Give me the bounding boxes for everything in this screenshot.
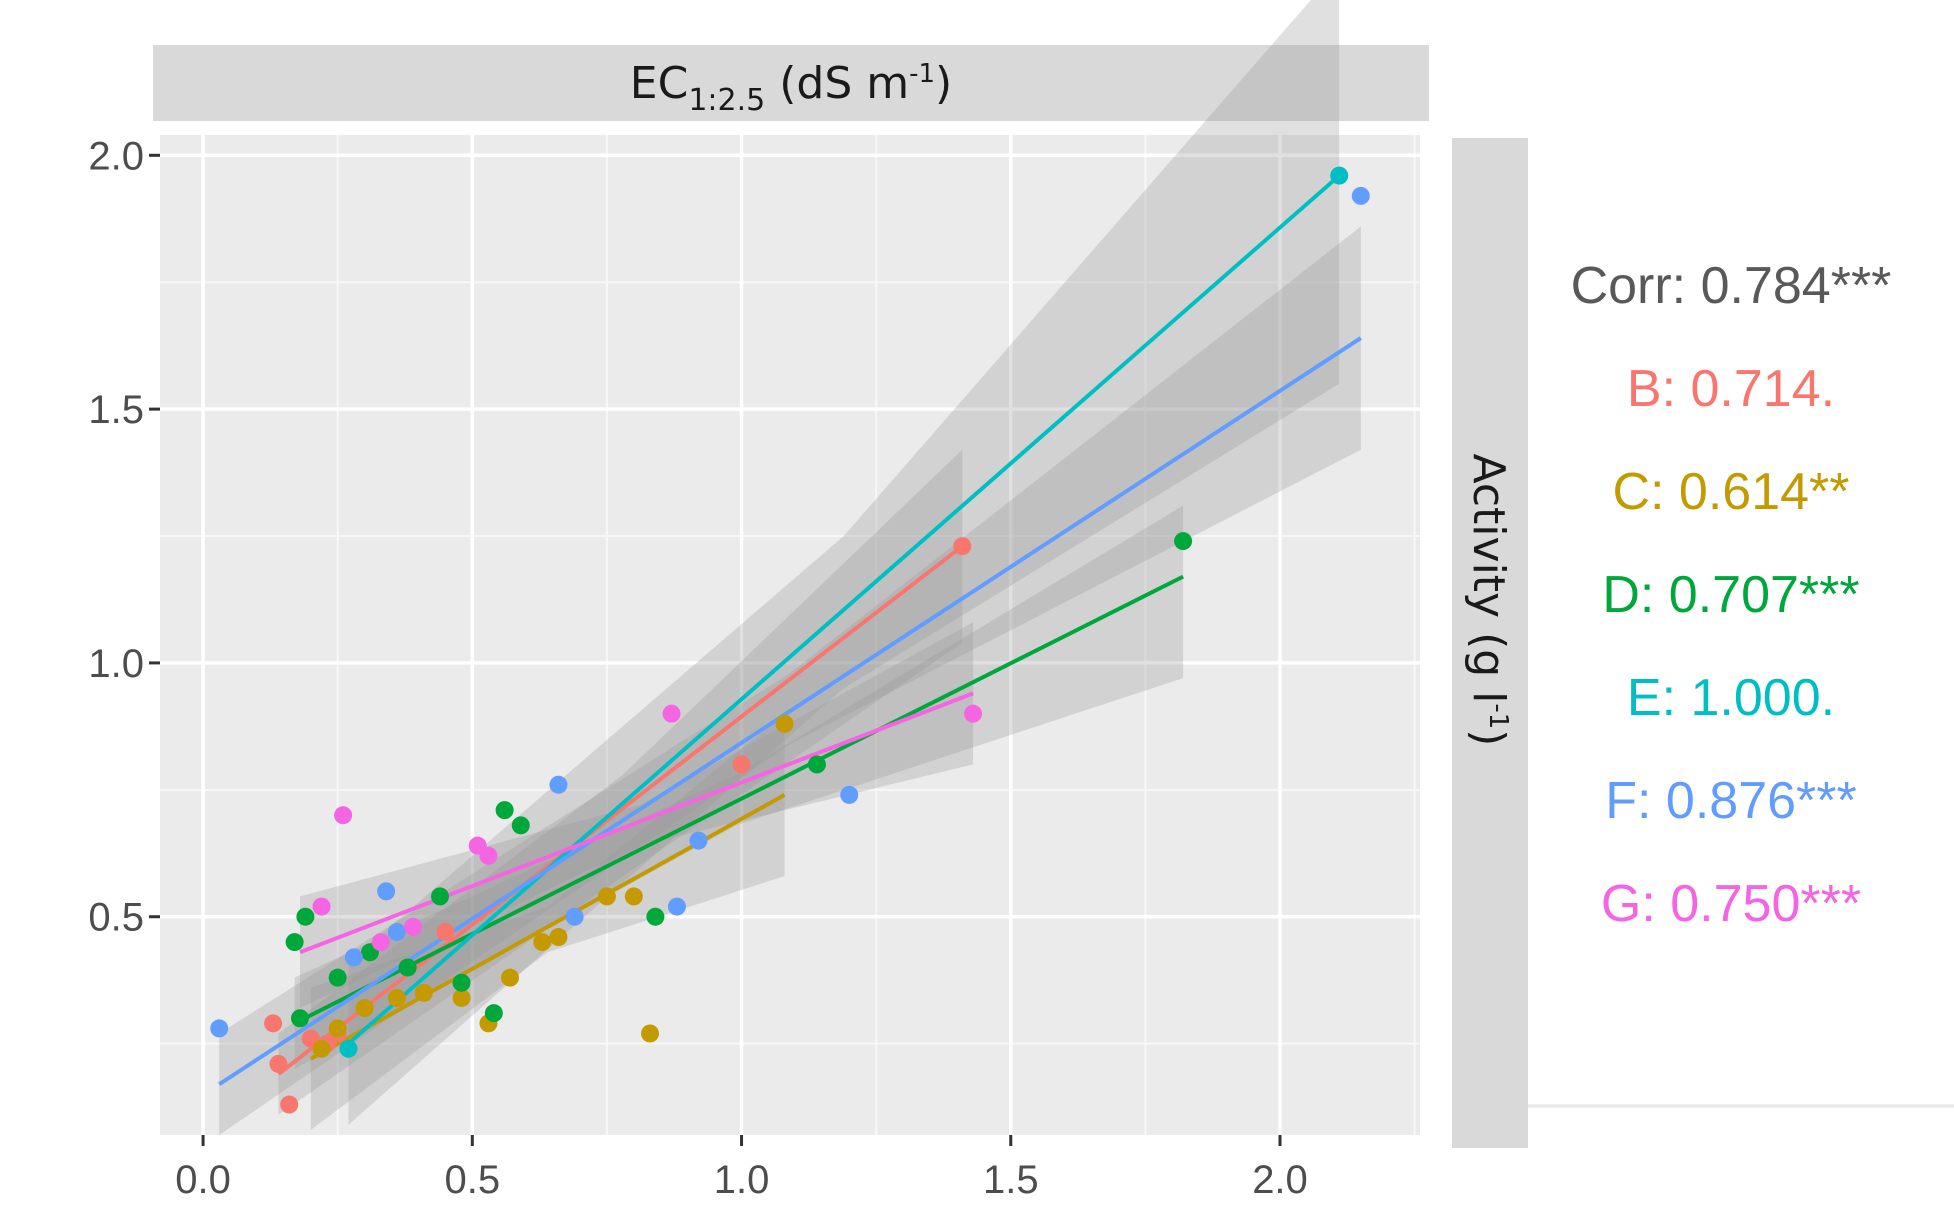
corr-group-C: C: 0.614** <box>1612 463 1849 521</box>
y-tick-label: 1.5 <box>88 388 144 432</box>
point-C <box>501 968 519 987</box>
fit-line-B <box>277 544 964 1076</box>
point-G <box>312 897 331 916</box>
point-G <box>371 933 390 952</box>
point-B <box>264 1014 283 1033</box>
x-tick-label: 0.0 <box>175 1158 231 1202</box>
right-strip-label: Activity (g l-1) <box>1463 454 1514 747</box>
point-F <box>377 882 396 901</box>
corr-group-labels: B: 0.714. C: 0.614** D: 0.707*** E: 1.000. F… <box>1601 360 1861 933</box>
point-C <box>355 999 374 1018</box>
point-F <box>344 948 363 967</box>
point-F <box>840 785 859 804</box>
point-E <box>339 1039 358 1058</box>
x-tick-label: 0.5 <box>445 1158 501 1202</box>
point-F <box>667 897 686 916</box>
point-C <box>328 1019 347 1038</box>
corr-group-F: F: 0.876*** <box>1605 772 1857 830</box>
y-tick-label: 0.5 <box>88 896 144 940</box>
point-D <box>328 968 347 987</box>
point-C <box>452 988 471 1007</box>
point-C <box>597 887 616 906</box>
plot-panel <box>160 135 1420 1135</box>
point-C <box>533 933 552 952</box>
point-C <box>624 887 643 906</box>
point-B <box>280 1095 299 1114</box>
point-B <box>269 1054 288 1073</box>
point-C <box>312 1039 331 1058</box>
corr-group-D: D: 0.707*** <box>1602 566 1859 624</box>
y-tick-label: 1.0 <box>88 642 144 686</box>
fit-line-E <box>347 174 1341 1046</box>
point-C <box>549 928 568 947</box>
fit-line-G <box>299 691 974 955</box>
point-C <box>641 1024 659 1043</box>
point-G <box>404 917 423 936</box>
point-G <box>964 704 983 723</box>
point-D <box>291 1009 309 1028</box>
point-F <box>210 1019 229 1038</box>
corr-group-G: G: 0.750*** <box>1601 875 1861 933</box>
point-D <box>398 958 417 977</box>
confidence-band-D <box>294 505 1184 1070</box>
top-strip-label: EC1:2.5 (dS m-1) <box>630 58 952 118</box>
point-D <box>431 887 449 906</box>
x-tick-label: 1.0 <box>714 1158 770 1202</box>
point-C <box>414 983 433 1002</box>
x-tick-label: 2.0 <box>1252 1158 1308 1202</box>
fit-line-D <box>293 574 1184 1026</box>
point-E <box>1330 166 1349 185</box>
point-G <box>479 846 498 865</box>
point-C <box>775 714 794 733</box>
confidence-band-E <box>348 0 1340 1125</box>
confidence-band-B <box>278 449 963 1115</box>
point-B <box>732 755 751 774</box>
x-tick-label: 1.5 <box>983 1158 1039 1202</box>
point-G <box>334 806 353 825</box>
point-D <box>807 755 826 774</box>
fit-lines <box>218 174 1362 1086</box>
top-strip <box>153 45 1429 121</box>
point-F <box>549 775 568 794</box>
point-D <box>484 1004 503 1023</box>
corr-group-E: E: 1.000. <box>1627 669 1835 727</box>
right-strip <box>1452 138 1528 1148</box>
point-D <box>296 907 315 926</box>
point-F <box>1351 186 1370 205</box>
point-F <box>387 922 406 941</box>
confidence-band-G <box>300 622 974 1009</box>
point-C <box>387 988 406 1007</box>
point-F <box>565 907 584 926</box>
point-D <box>285 933 304 952</box>
corr-overall: Corr: 0.784*** <box>1571 257 1892 315</box>
point-B <box>436 922 455 941</box>
point-D <box>452 973 471 992</box>
corr-group-B: B: 0.714. <box>1627 360 1835 418</box>
point-D <box>646 907 665 926</box>
y-tick-label: 2.0 <box>88 134 144 178</box>
point-B <box>953 537 972 556</box>
point-F <box>689 831 708 850</box>
data-points <box>210 166 1370 1114</box>
point-D <box>1174 532 1193 551</box>
confidence-band-C <box>310 713 785 1130</box>
point-G <box>662 704 681 723</box>
point-D <box>511 816 530 835</box>
point-D <box>495 801 514 820</box>
x-axis: 0.0 0.5 1.0 1.5 2.0 <box>175 1135 1308 1202</box>
y-axis: 0.5 1.0 1.5 2.0 <box>88 134 160 940</box>
